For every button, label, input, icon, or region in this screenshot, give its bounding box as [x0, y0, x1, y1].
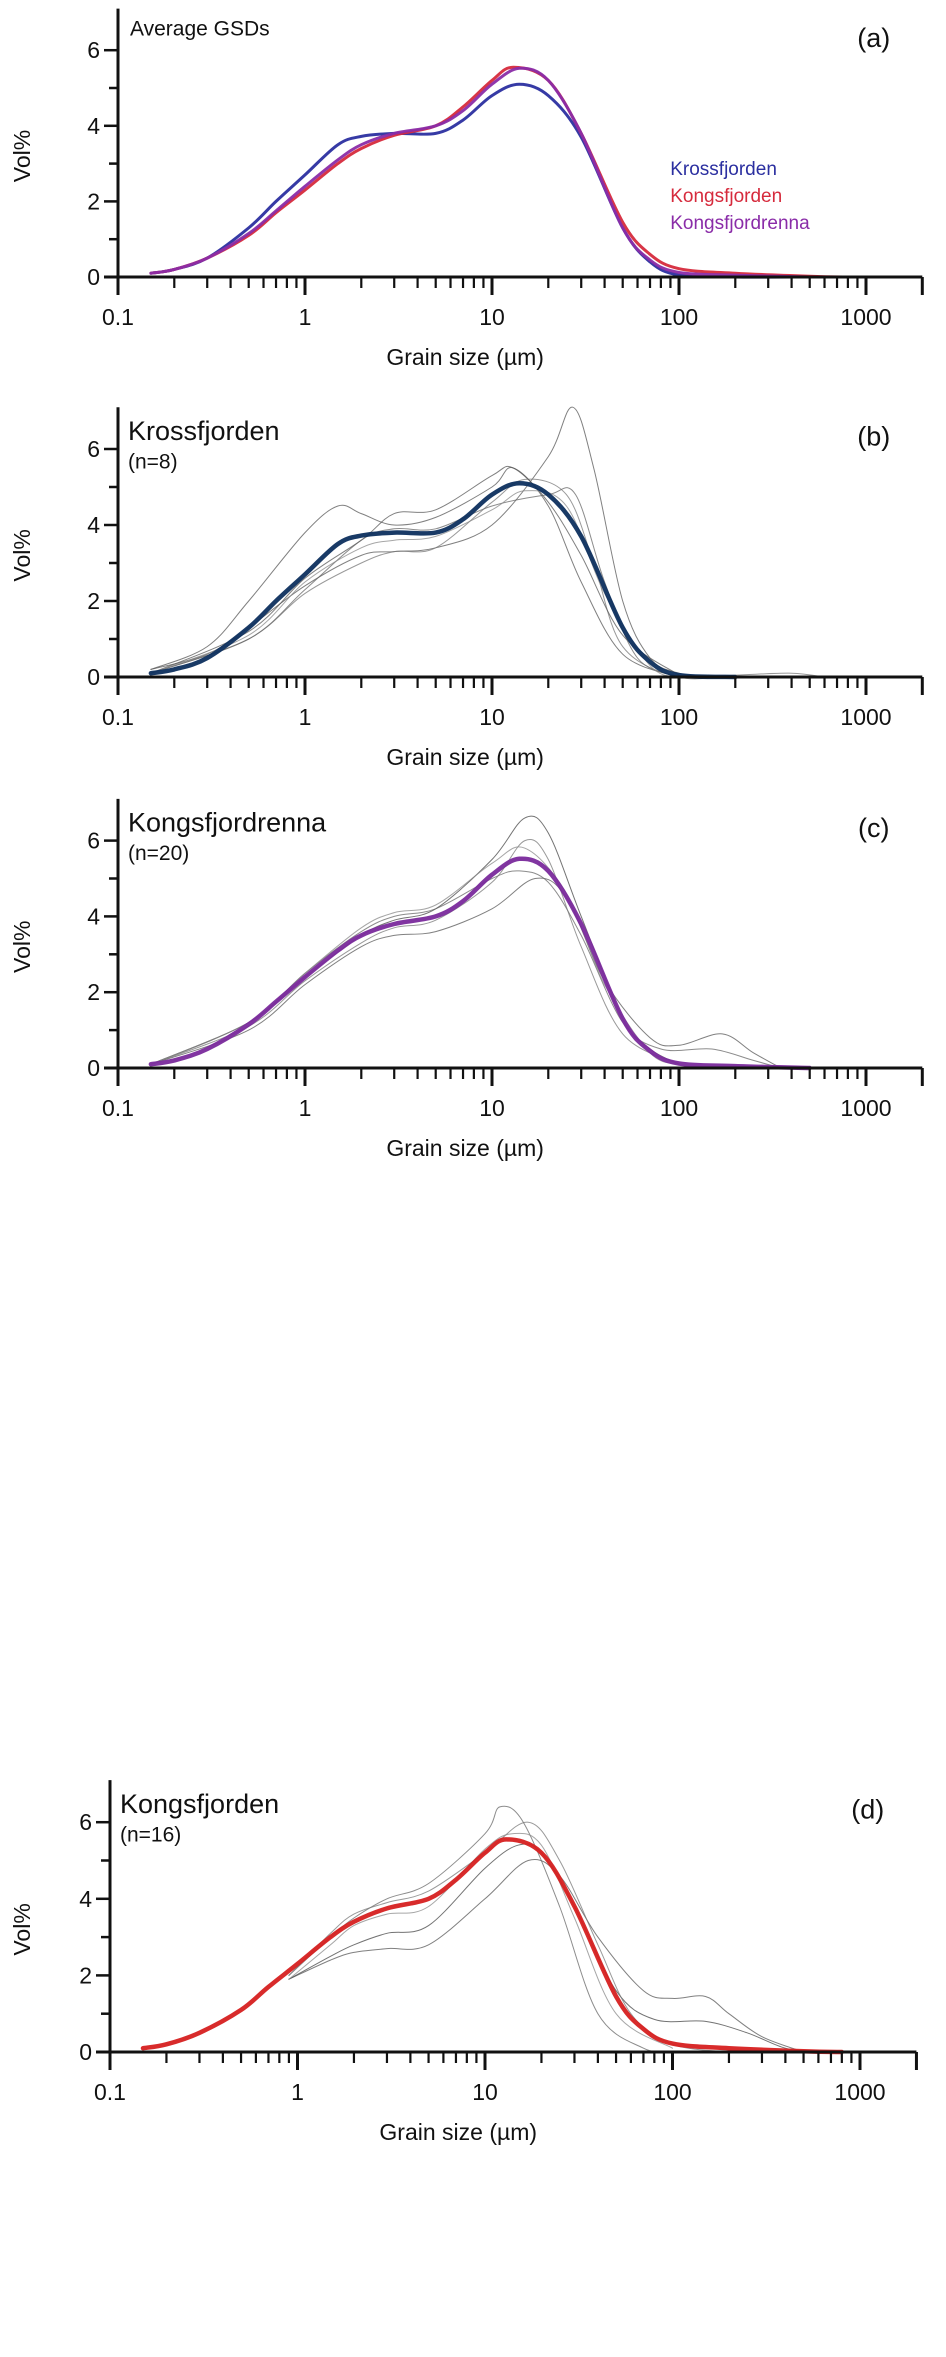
x-tick-label: 1000 [840, 304, 891, 330]
x-tick-label: 0.1 [102, 704, 134, 730]
x-tick-label: 0.1 [102, 1095, 134, 1121]
series-line-sample [150, 406, 713, 678]
x-tick-label: 10 [479, 704, 505, 730]
x-tick-label: 100 [660, 304, 698, 330]
x-axis-title: Grain size (µm) [386, 744, 544, 770]
series-line-sample [288, 1821, 730, 2053]
series-line-sample [150, 490, 680, 678]
x-tick-label: 1000 [840, 704, 891, 730]
y-tick-label: 2 [87, 188, 100, 214]
x-tick-label: 100 [660, 704, 698, 730]
y-tick-label: 4 [87, 903, 100, 929]
y-tick-label: 4 [87, 113, 100, 139]
x-tick-label: 10 [472, 2079, 498, 2105]
panel-title: Kongsfjorden [120, 1789, 279, 1819]
x-tick-label: 0.1 [102, 304, 134, 330]
x-tick-label: 1000 [834, 2079, 885, 2105]
y-tick-label: 6 [79, 1809, 92, 1835]
legend-entry: Kongsfjorden [670, 186, 782, 207]
x-tick-label: 100 [660, 1095, 698, 1121]
y-tick-label: 0 [87, 1055, 100, 1081]
panel-label: (b) [857, 422, 890, 452]
x-tick-label: 0.1 [94, 2079, 126, 2105]
y-tick-label: 6 [87, 436, 100, 462]
panel-subtitle: (n=8) [128, 450, 178, 473]
legend-entry: Krossfjorden [670, 159, 777, 180]
x-tick-label: 1 [291, 2079, 304, 2105]
x-tick-label: 1000 [840, 1095, 891, 1121]
y-tick-label: 0 [79, 2039, 92, 2065]
y-tick-label: 4 [79, 1886, 92, 1912]
panel-label: (c) [858, 813, 889, 843]
series-line-average [140, 1837, 845, 2055]
chart-panel-b: 0.1 1 10 100 1000 0 2 4 6 Grain size (µm) Vol% Kros… [9, 406, 924, 770]
x-tick-label: 1 [299, 704, 312, 730]
series-line-average [148, 480, 738, 680]
y-axis-title: Vol% [9, 529, 35, 581]
panel-subtitle: (n=16) [120, 1824, 181, 1847]
y-tick-label: 4 [87, 512, 100, 538]
series-line-average [149, 65, 850, 279]
y-tick-label: 2 [79, 1962, 92, 1988]
y-axis-title: Vol% [9, 130, 35, 182]
y-tick-label: 2 [87, 979, 100, 1005]
series-line-average [148, 856, 812, 1071]
y-tick-label: 0 [87, 264, 100, 290]
y-axis-title: Vol% [9, 1903, 35, 1955]
panel-label: (d) [851, 1795, 884, 1825]
series-line-sample [150, 838, 680, 1065]
series-line-sample [150, 877, 782, 1069]
chart-panel-d: 0.1 1 10 100 1000 0 2 4 6 Grain size (µm) Vol% Kong… [9, 1780, 918, 2145]
x-axis-title: Grain size (µm) [386, 344, 544, 370]
series-line-sample [150, 467, 680, 678]
panel-title: Average GSDs [130, 18, 270, 41]
x-tick-label: 100 [653, 2079, 691, 2105]
series-line-sample [288, 1805, 673, 2053]
y-tick-label: 2 [87, 588, 100, 614]
x-tick-label: 10 [479, 304, 505, 330]
series-line-sample [150, 478, 825, 680]
series-line-sample [288, 1859, 805, 2053]
x-tick-label: 1 [299, 304, 312, 330]
series-line-average [149, 66, 812, 279]
legend-entry: Kongsfjordrenna [670, 213, 810, 234]
y-tick-label: 6 [87, 828, 100, 854]
series-line-average [149, 82, 812, 279]
x-tick-label: 1 [299, 1095, 312, 1121]
y-tick-label: 0 [87, 664, 100, 690]
chart-panel-c: 0.1 1 10 100 1000 0 2 4 6 Grain size (µm) Vol% Kong… [9, 798, 924, 1161]
series-line-sample [150, 815, 680, 1065]
x-axis-title: Grain size (µm) [379, 2119, 537, 2145]
x-axis-title: Grain size (µm) [386, 1135, 544, 1161]
y-axis-title: Vol% [9, 921, 35, 973]
chart-panel-a: 0.1 1 10 100 1000 0 2 4 6 Grain size (µm) Vol% Aver… [9, 8, 924, 370]
panel-label: (a) [857, 23, 890, 53]
series-line-sample [150, 465, 680, 676]
series-line-sample [288, 1832, 673, 2049]
panel-title: Kongsfjordrenna [128, 808, 327, 838]
panel-title: Krossfjorden [128, 416, 280, 446]
series-line-sample [150, 846, 680, 1065]
x-tick-label: 10 [479, 1095, 505, 1121]
panel-subtitle: (n=20) [128, 842, 189, 865]
y-tick-label: 6 [87, 37, 100, 63]
